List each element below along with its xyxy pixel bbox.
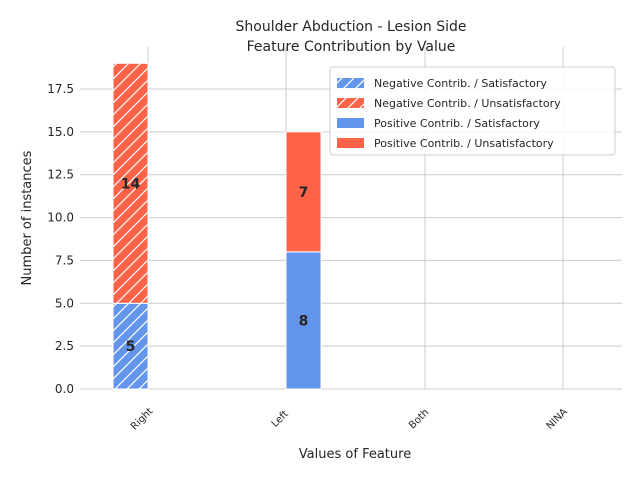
legend-swatch-hatch (337, 98, 364, 108)
y-tick-label: 0.0 (55, 382, 74, 396)
y-tick-label: 15.0 (47, 125, 74, 139)
legend-label: Negative Contrib. / Satisfactory (374, 77, 547, 90)
bar-value-label: 7 (299, 185, 309, 201)
legend-box (329, 66, 616, 156)
chart-title-line-1: Shoulder Abduction - Lesion Side (236, 19, 467, 35)
bar-labels: 5 14 8 7 (121, 176, 309, 355)
x-tick-label: Left (270, 409, 291, 430)
x-axis-label: Values of Feature (299, 447, 411, 462)
y-tick-label: 12.5 (47, 168, 74, 182)
legend-swatch-hatch (337, 78, 364, 88)
legend-label: Negative Contrib. / Unsatisfactory (374, 97, 561, 110)
chart-title-line-2: Feature Contribution by Value (247, 39, 456, 55)
y-ticks: 0.0 2.5 5.0 7.5 10.0 12.5 15.0 17.5 (47, 82, 74, 396)
bar-value-label: 14 (121, 176, 141, 192)
bars (112, 62, 322, 390)
x-tick-label: Right (129, 406, 155, 432)
bar-value-label: 8 (299, 313, 309, 329)
legend-swatch (337, 138, 364, 148)
bar-hatch (113, 303, 148, 389)
legend-label: Positive Contrib. / Satisfactory (374, 117, 540, 130)
legend-label: Positive Contrib. / Unsatisfactory (374, 137, 554, 150)
bar-value-label: 5 (126, 339, 136, 355)
x-ticks: Right Left Both NINA (129, 406, 570, 432)
bar-hatch (113, 63, 148, 304)
y-tick-label: 2.5 (55, 339, 74, 353)
y-tick-label: 5.0 (55, 296, 74, 310)
y-axis-label: Number of instances (20, 150, 35, 285)
legend-swatch (337, 118, 364, 128)
x-tick-label: NINA (545, 406, 570, 431)
y-tick-label: 17.5 (47, 82, 74, 96)
y-tick-label: 10.0 (47, 211, 74, 225)
y-tick-label: 7.5 (55, 253, 74, 267)
x-tick-label: Both (407, 407, 431, 431)
bar-positive-unsatisfactory (285, 131, 322, 253)
legend: Negative Contrib. / Satisfactory Negative… (329, 66, 616, 156)
